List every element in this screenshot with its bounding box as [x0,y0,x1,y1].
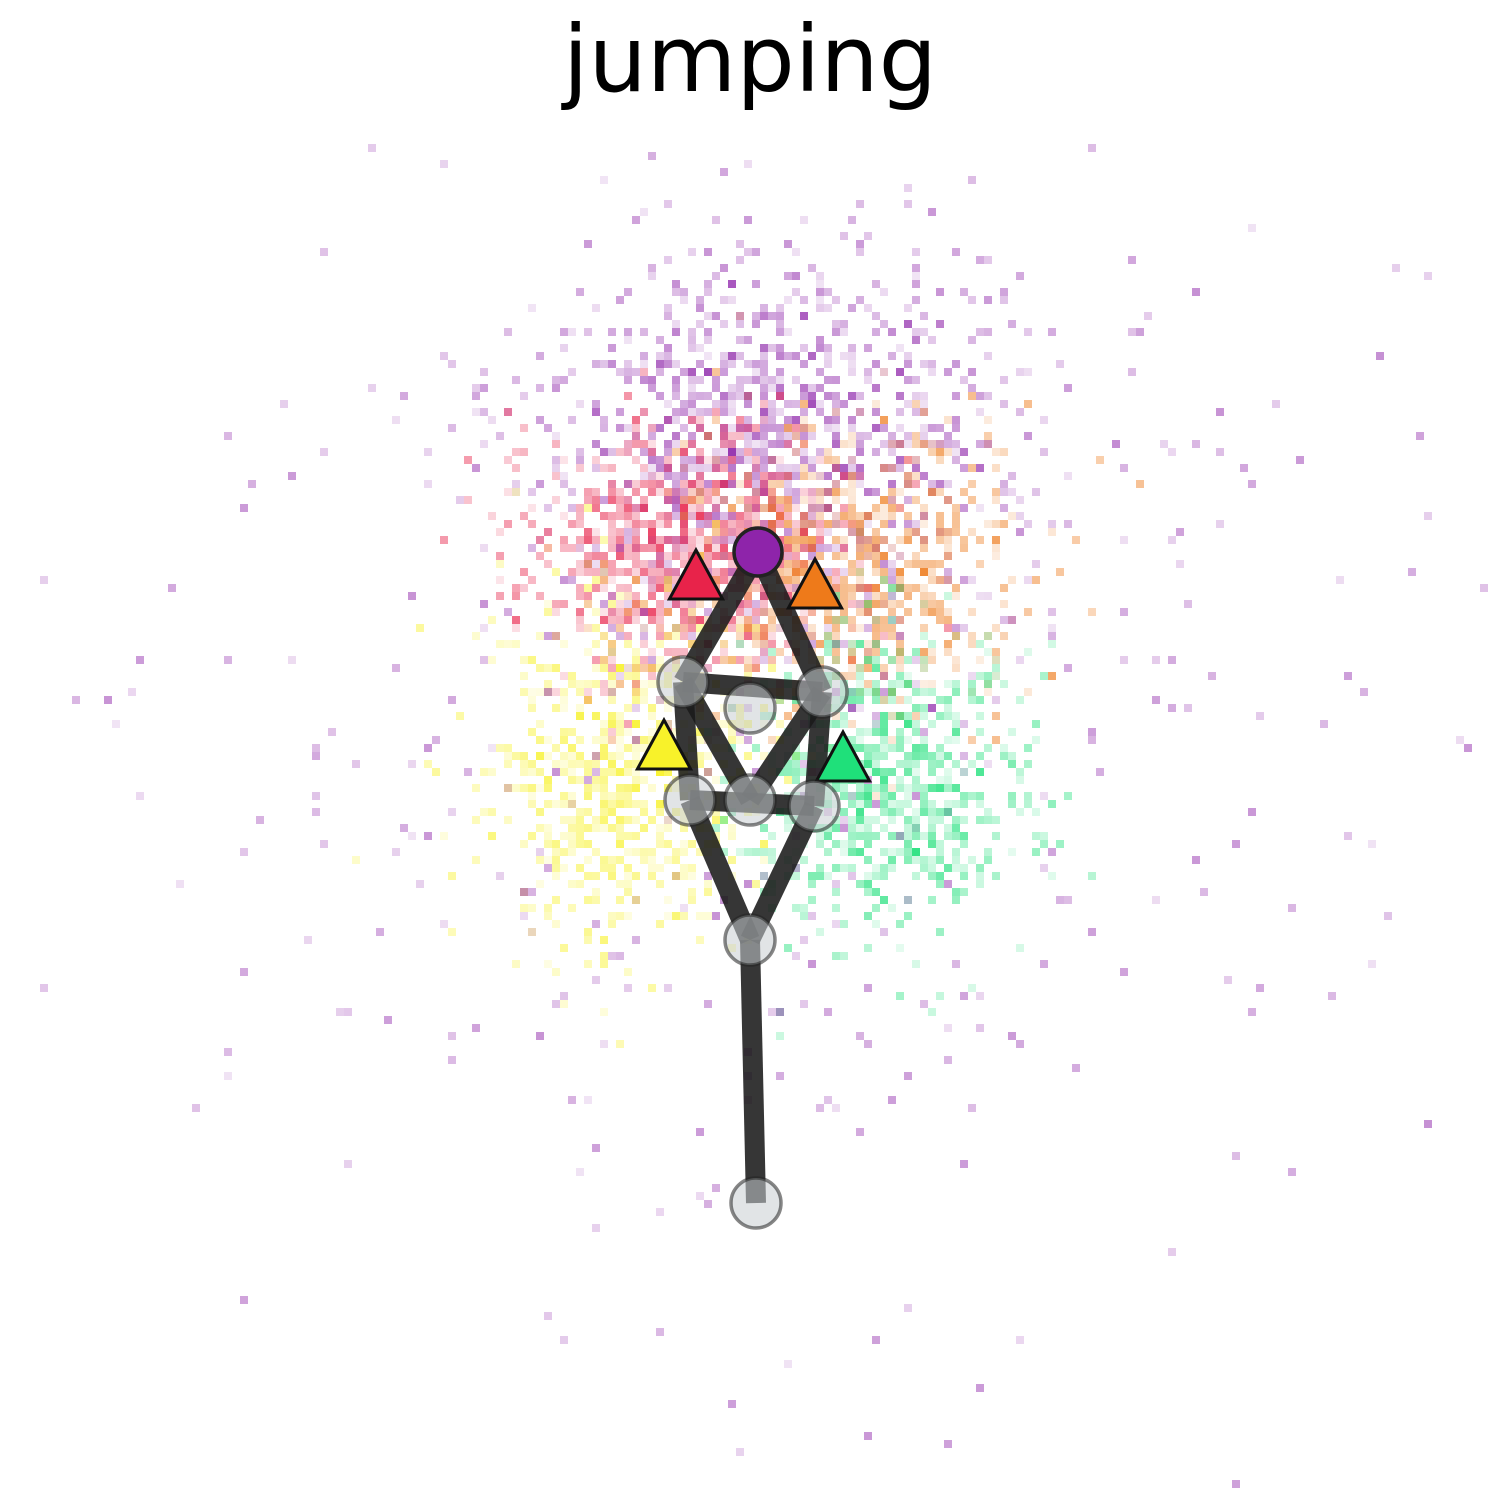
bone-tail-base-to-tail-tip [740,939,766,1204]
pelvis-center-marker [723,773,777,827]
left-hand-marker [634,716,694,771]
density-clouds [40,144,1488,1488]
head-marker [732,526,784,578]
figure-title: jumping [562,6,938,113]
head-density [280,160,1248,760]
left-ear-marker [666,546,726,601]
right-shoulder-marker [795,665,849,719]
left-hip-marker [663,773,717,827]
left-shoulder-marker [656,655,710,709]
skeleton [673,547,832,1204]
neck-center-marker [723,681,777,735]
right-ear-marker [785,555,845,610]
right-hip-marker [787,779,841,833]
right-hand-marker [813,728,873,783]
tail-tip-marker [729,1176,783,1230]
tail-base-marker [723,913,777,967]
joints [634,526,873,1230]
